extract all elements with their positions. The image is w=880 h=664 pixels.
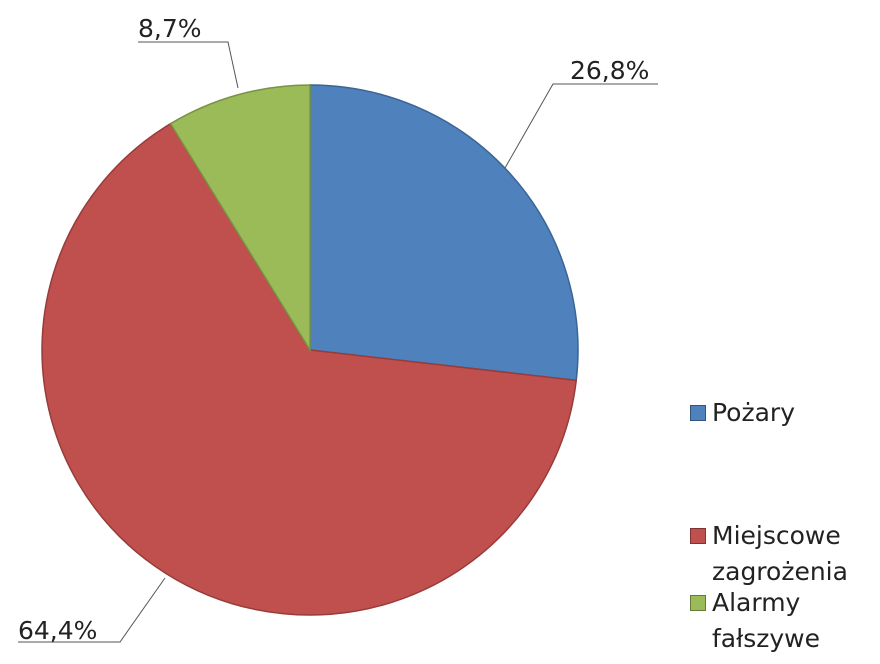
pie-slice bbox=[309, 84, 579, 382]
pie-slice bbox=[169, 84, 311, 353]
legend-item: Pożary bbox=[690, 395, 870, 431]
leader-line bbox=[138, 41, 239, 89]
legend-item: Alarmy fałszywe bbox=[690, 585, 870, 657]
legend-label: Miejscowe zagrożenia bbox=[712, 521, 848, 586]
legend-swatch bbox=[690, 405, 706, 421]
legend-label: Pożary bbox=[712, 398, 795, 427]
pie-slice bbox=[41, 122, 578, 616]
leader-line bbox=[504, 83, 658, 169]
leader-line bbox=[18, 577, 166, 643]
data-label: 26,8% bbox=[570, 56, 649, 85]
legend-swatch bbox=[690, 595, 706, 611]
legend-item: Miejscowe zagrożenia bbox=[690, 518, 870, 590]
data-label: 8,7% bbox=[138, 14, 202, 43]
legend-swatch bbox=[690, 528, 706, 544]
data-label: 64,4% bbox=[18, 616, 97, 645]
legend-label: Alarmy fałszywe bbox=[712, 588, 820, 653]
